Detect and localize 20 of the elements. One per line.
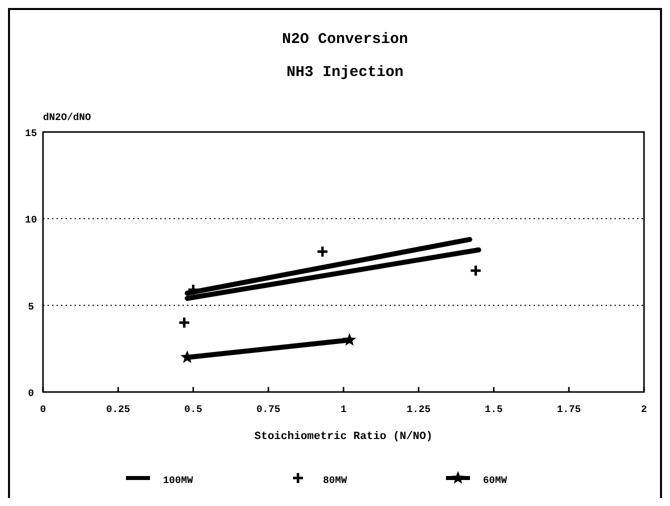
y-tick-label: 10 xyxy=(24,216,38,227)
x-tick-label: 1 xyxy=(340,405,347,416)
legend-label: 80MW xyxy=(323,476,348,487)
x-tick-label: 2 xyxy=(640,405,648,416)
y-axis-title: dN2O/dNO xyxy=(43,112,92,124)
x-tick-label: 0.75 xyxy=(256,405,280,416)
chart-title: N2O Conversion xyxy=(282,31,408,48)
legend-label: 60MW xyxy=(483,476,508,487)
x-tick-label: 1.5 xyxy=(484,405,503,416)
x-axis-title: Stoichiometric Ratio (N/NO) xyxy=(254,431,433,443)
x-tick-label: 1.25 xyxy=(406,405,431,416)
x-tick-label: 0.5 xyxy=(184,405,202,416)
y-tick-label: 5 xyxy=(28,302,34,314)
x-tick-label: 0.25 xyxy=(106,405,130,416)
legend-label: 100MW xyxy=(163,476,194,487)
x-tick-label: 1.75 xyxy=(556,405,581,416)
x-tick-label: 0 xyxy=(40,405,46,416)
chart-subtitle: NH3 Injection xyxy=(286,64,404,81)
y-tick-label: 15 xyxy=(24,129,38,140)
y-tick-label: 0 xyxy=(28,389,34,400)
